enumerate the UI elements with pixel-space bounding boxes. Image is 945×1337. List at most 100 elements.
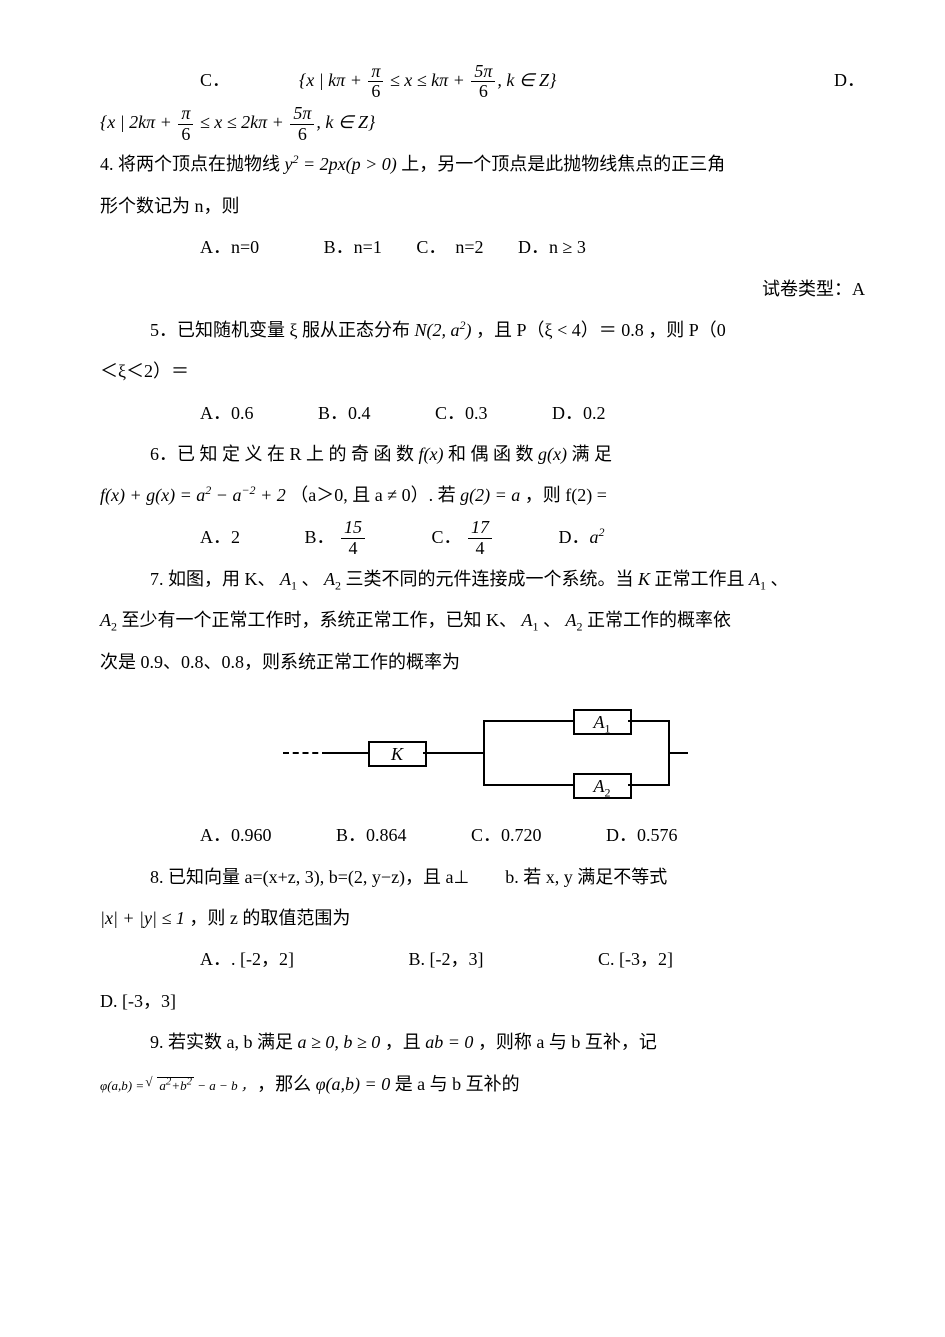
q5-stem-b: ，且 P（ξ < 4）＝ 0.8 ，则 P（0 <box>476 320 726 340</box>
q5-stem-line2: ＜ξ＜2）＝ <box>100 351 865 392</box>
q7-a2-1: A2 <box>324 569 341 589</box>
q5-opt-a: A．0.6 <box>200 393 254 434</box>
q7-stem-d: 、 <box>771 569 789 589</box>
q8-opt-c: C. [-3，2] <box>598 939 673 980</box>
q5-math: N(2, a2) <box>415 320 472 340</box>
q8-opt-a: A．. [-2，2] <box>200 939 294 980</box>
q7-a1-2: A1 <box>749 569 766 589</box>
q6-opt-c-den: 4 <box>468 539 492 559</box>
wire <box>483 784 573 786</box>
q4-opt-a: A．n=0 <box>200 227 259 268</box>
wire <box>628 720 668 722</box>
q8-opt-b: B. [-2，3] <box>408 939 483 980</box>
wire <box>328 752 368 754</box>
wire-dash <box>283 752 328 754</box>
q3-opt-d-label: D． <box>834 60 865 101</box>
q6-line2-tail: ，则 f(2) = <box>525 485 607 505</box>
q4-math: y2 = 2px(p > 0) <box>285 154 397 174</box>
q3-opt-c-expr: {x | kπ + π6 ≤ x ≤ kπ + 5π6, k ∈ Z} <box>299 70 556 90</box>
q7-a2-3: A2 <box>566 610 583 630</box>
q4-opt-b: B．n=1 <box>324 227 382 268</box>
q3-option-d-row: {x | 2kπ + π6 ≤ x ≤ 2kπ + 5π6, k ∈ Z} <box>100 102 865 144</box>
q6-fx: f(x) <box>419 444 444 464</box>
q7-stem-c: 正常工作且 <box>655 569 750 589</box>
q7-opt-a: A．0.960 <box>200 815 272 856</box>
q6-line2-cond: （a＞0, 且 a ≠ 0）. 若 <box>290 485 460 505</box>
q6-stem-a: 6．已 知 定 义 在 R 上 的 奇 函 数 <box>150 444 419 464</box>
circuit-box-a2: A2 <box>573 773 632 799</box>
q4-stem-a: 4. 将两个顶点在抛物线 <box>100 154 285 174</box>
q8-line2-tail: ，则 z 的取值范围为 <box>189 908 350 928</box>
q7-stem-b: 三类不同的元件连接成一个系统。当 <box>346 569 639 589</box>
q9-line2-tail: ，那么 <box>257 1074 316 1094</box>
q6-opt-a: A．2 <box>200 517 240 558</box>
q6-opt-c: C． 174 <box>432 517 495 559</box>
exam-type-label: 试卷类型：A <box>100 269 865 310</box>
circuit-box-a1: A1 <box>573 709 632 735</box>
q6-opt-b-den: 4 <box>341 539 365 559</box>
q7-k: K <box>638 569 650 589</box>
q8-options: A．. [-2，2] B. [-2，3] C. [-3，2] <box>100 939 865 980</box>
q5-opt-b: B．0.4 <box>318 393 371 434</box>
q6-opt-c-num: 17 <box>468 518 492 539</box>
q7-a1-1: A1 <box>280 569 297 589</box>
q5-opt-c: C．0.3 <box>435 393 488 434</box>
circuit-box-k: K <box>368 741 427 767</box>
q7-a2-2: A2 <box>100 610 117 630</box>
q7-sep1: 、 <box>302 569 320 589</box>
q4-stem-line1: 4. 将两个顶点在抛物线 y2 = 2px(p > 0) 上，另一个顶点是此抛物… <box>100 144 865 185</box>
q6-options: A．2 B． 154 C． 174 D．a2 <box>100 517 865 559</box>
q3-option-c-row: C． {x | kπ + π6 ≤ x ≤ kπ + 5π6, k ∈ Z} D… <box>100 60 865 102</box>
q6-gx: g(x) <box>538 444 567 464</box>
q7-stem-line2: A2 至少有一个正常工作时，系统正常工作，已知 K、 A1 、 A2 正常工作的… <box>100 600 865 641</box>
q5-stem-line1: 5．已知随机变量 ξ 服从正态分布 N(2, a2) ，且 P（ξ < 4）＝ … <box>100 310 865 351</box>
q7-stem-line1: 7. 如图，用 K、 A1 、 A2 三类不同的元件连接成一个系统。当 K 正常… <box>100 559 865 600</box>
wire <box>668 752 688 754</box>
q4-stem-line2: 形个数记为 n，则 <box>100 186 865 227</box>
q9-line2-end: 是 a 与 b 互补的 <box>395 1074 520 1094</box>
q5-opt-d: D．0.2 <box>552 393 606 434</box>
q6-opt-b: B． 154 <box>305 517 368 559</box>
q8-stem-line1: 8. 已知向量 a=(x+z, 3), b=(2, y−z)，且 a⊥ b. 若… <box>100 857 865 898</box>
q7-opt-b: B．0.864 <box>336 815 407 856</box>
q6-opt-d: D．a2 <box>559 517 605 558</box>
wire <box>483 720 573 722</box>
q3-opt-c-label: C． <box>200 70 230 90</box>
q6-stem-line2: f(x) + g(x) = a2 − a−2 + 2 （a＞0, 且 a ≠ 0… <box>100 475 865 516</box>
q9-stem-c: ，则称 a 与 b 互补，记 <box>478 1032 657 1052</box>
q9-phi-def: φ(a,b) = a2+b2 − a − b ， <box>100 1078 257 1093</box>
q6-opt-b-lead: B． <box>305 517 335 558</box>
q4-opt-c: C． n=2 <box>416 227 483 268</box>
q6-g2: g(2) = a <box>460 485 520 505</box>
q7-stem-line3: 次是 0.9、0.8、0.8，则系统正常工作的概率为 <box>100 642 865 683</box>
q7-a1-3: A1 <box>522 610 539 630</box>
q4-options: A．n=0 B．n=1 C． n=2 D．n ≥ 3 <box>100 227 865 268</box>
wire <box>423 752 483 754</box>
q6-line2-math: f(x) + g(x) = a2 − a−2 + 2 <box>100 485 290 505</box>
q7-opt-c: C．0.720 <box>471 815 542 856</box>
q6-opt-b-num: 15 <box>341 518 365 539</box>
q6-stem-line1: 6．已 知 定 义 在 R 上 的 奇 函 数 f(x) 和 偶 函 数 g(x… <box>100 434 865 475</box>
q5-stem-a: 5．已知随机变量 ξ 服从正态分布 <box>150 320 415 340</box>
q9-stem-b: ，且 <box>385 1032 426 1052</box>
wire <box>628 784 668 786</box>
q7-options: A．0.960 B．0.864 C．0.720 D．0.576 <box>100 815 865 856</box>
q7-sep2: 、 <box>543 610 561 630</box>
q8-stem-line2: |x| + |y| ≤ 1 ，则 z 的取值范围为 <box>100 898 865 939</box>
wire <box>483 720 485 786</box>
q9-stem-line2: φ(a,b) = a2+b2 − a − b ， ，那么 φ(a,b) = 0 … <box>100 1064 865 1105</box>
q4-stem-b: 上，另一个顶点是此抛物线焦点的正三角 <box>401 154 725 174</box>
q3-opt-d-expr: {x | 2kπ + π6 ≤ x ≤ 2kπ + 5π6, k ∈ Z} <box>100 112 375 132</box>
q9-phi0: φ(a,b) = 0 <box>316 1074 391 1094</box>
q4-opt-d: D．n ≥ 3 <box>518 227 586 268</box>
q8-opt-d: D. [-3，3] <box>100 981 865 1022</box>
q8-math: |x| + |y| ≤ 1 <box>100 908 185 928</box>
q6-stem-c: 满 足 <box>572 444 613 464</box>
q9-cond: a ≥ 0, b ≥ 0 <box>298 1032 381 1052</box>
q7-opt-d: D．0.576 <box>606 815 678 856</box>
q7-line2-a: 至少有一个正常工作时，系统正常工作，已知 K、 <box>122 610 518 630</box>
q6-opt-c-lead: C． <box>432 517 462 558</box>
q7-line2-b: 正常工作的概率依 <box>587 610 731 630</box>
q6-stem-b: 和 偶 函 数 <box>448 444 538 464</box>
q9-stem-a: 9. 若实数 a, b 满足 <box>150 1032 298 1052</box>
